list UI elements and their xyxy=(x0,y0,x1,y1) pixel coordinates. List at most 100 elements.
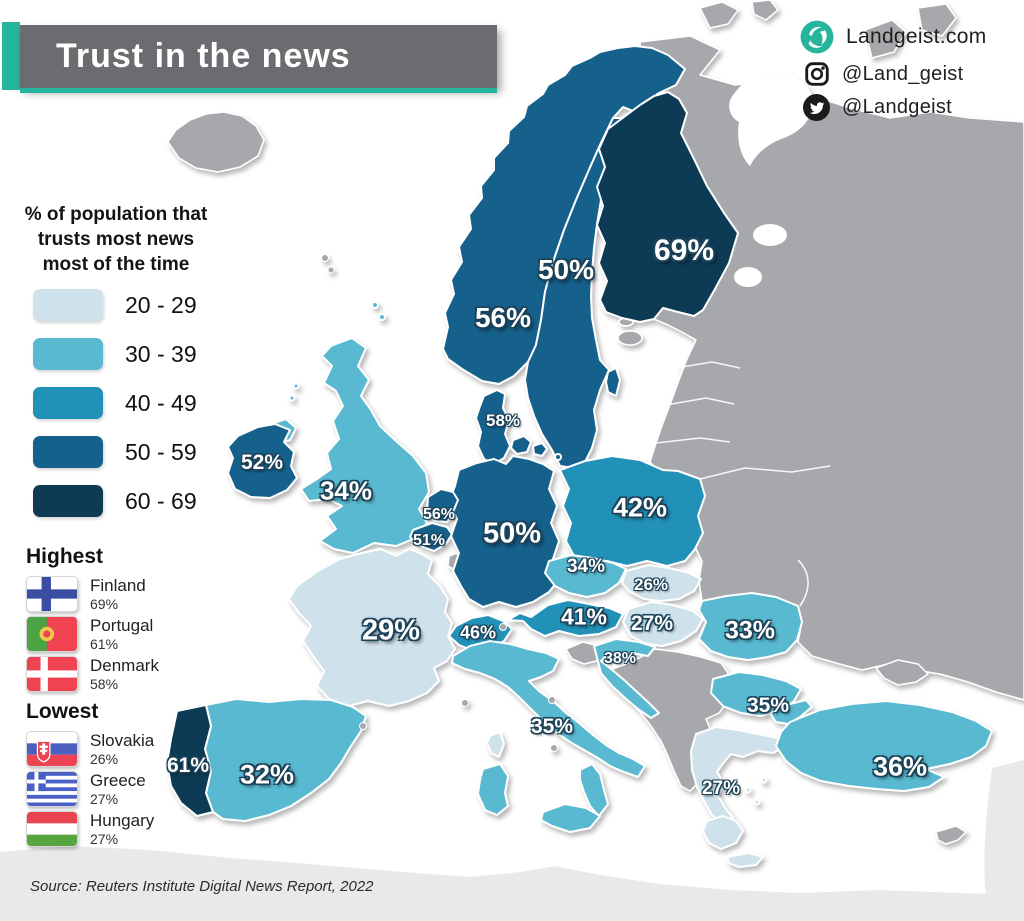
region-levant xyxy=(984,760,1024,900)
rank-country: Denmark xyxy=(90,655,159,675)
lake-ladoga xyxy=(734,267,762,287)
rank-info: Denmark 58% xyxy=(90,655,159,692)
country-hungary xyxy=(622,601,704,647)
region-novaya-zemlya-2 xyxy=(917,3,957,37)
country-netherlands xyxy=(426,488,459,523)
region-saaremaa xyxy=(617,330,643,346)
rank-info: Hungary 27% xyxy=(90,810,155,847)
country-poland xyxy=(559,455,706,567)
country-united-kingdom xyxy=(300,337,430,554)
legend-title-line-3: most of the time xyxy=(42,254,190,276)
border-moldova xyxy=(797,559,809,607)
highest-block: Highest Finland 69% Portugal 61% Denmark… xyxy=(26,545,226,696)
border-baltics-3 xyxy=(655,437,731,444)
region-crimea xyxy=(875,659,929,686)
country-finland xyxy=(596,91,739,323)
source-note: Source: Reuters Institute Digital News R… xyxy=(30,878,374,895)
title-underline xyxy=(20,88,497,93)
legend-swatch-40-49 xyxy=(33,387,103,419)
country-denmark-funen xyxy=(532,442,548,457)
legend-label: 30 - 39 xyxy=(125,340,197,367)
country-uk-hebrides-2 xyxy=(288,394,296,402)
highest-row-denmark: Denmark 58% xyxy=(26,656,226,692)
microstate-vatican xyxy=(550,744,558,752)
legend-row-60-69: 60 - 69 xyxy=(33,485,197,517)
title-accent-bar xyxy=(2,22,20,90)
legend-swatch-50-59 xyxy=(33,436,103,468)
country-portugal xyxy=(166,704,214,817)
rank-value: 27% xyxy=(90,790,119,807)
country-uk-hebrides-1 xyxy=(292,382,300,390)
country-italy xyxy=(451,640,646,778)
country-italy-sardinia xyxy=(477,763,509,816)
country-czechia xyxy=(544,554,627,598)
border-baltics-1 xyxy=(675,361,741,369)
country-slovakia xyxy=(621,564,702,602)
country-greece-isle-1 xyxy=(744,786,752,794)
country-denmark xyxy=(475,389,511,465)
legend-label: 60 - 69 xyxy=(125,487,197,514)
region-svalbard-2 xyxy=(751,0,779,21)
flag-denmark-icon xyxy=(26,656,78,692)
highest-heading: Highest xyxy=(26,545,104,568)
country-ireland xyxy=(227,423,298,499)
country-france xyxy=(288,548,456,707)
brand-twitter-row: @Landgeist xyxy=(800,94,986,121)
country-corsica xyxy=(486,731,505,758)
country-denmark-zealand xyxy=(510,435,532,455)
country-romania xyxy=(698,592,803,661)
highest-row-finland: Finland 69% xyxy=(26,576,226,612)
flag-slovakia-icon xyxy=(26,731,78,767)
country-turkey xyxy=(775,700,993,792)
brand-site-label: Landgeist.com xyxy=(846,25,987,48)
rank-info: Greece 27% xyxy=(90,771,146,807)
title-banner: Trust in the news xyxy=(20,25,497,93)
microstate-san-marino xyxy=(548,696,556,704)
country-uk-shetland-1 xyxy=(371,301,379,309)
country-belgium xyxy=(409,522,453,552)
rank-country: Portugal xyxy=(90,615,154,635)
highest-row-portugal: Portugal 61% xyxy=(26,616,226,652)
page-title: Trust in the news xyxy=(56,37,351,75)
country-greece-peloponnese xyxy=(702,815,744,850)
region-faroe-2 xyxy=(327,266,335,274)
lowest-row-hungary: Hungary 27% xyxy=(26,811,226,847)
country-greece-crete xyxy=(726,852,764,868)
branding-block: Landgeist.com @Land_geist @Landgeist xyxy=(800,20,986,128)
lowest-row-slovakia: Slovakia 26% xyxy=(26,731,226,767)
country-sweden-gotland xyxy=(605,367,621,397)
lowest-rows: Slovakia 26% Greece 27% Hungary 27% xyxy=(26,731,226,847)
country-italy-sicily xyxy=(540,803,601,833)
rank-value: 69% xyxy=(90,595,119,612)
landgeist-logo-icon xyxy=(800,20,834,54)
rank-value: 61% xyxy=(90,635,119,652)
rank-info: Portugal 61% xyxy=(90,615,154,652)
border-belarus-ukraine xyxy=(699,465,831,480)
rank-value: 27% xyxy=(90,830,119,847)
instagram-icon xyxy=(805,62,829,86)
microstate-andorra xyxy=(359,722,367,730)
legend-label: 50 - 59 xyxy=(125,438,197,465)
region-north-africa xyxy=(0,846,1024,921)
legend-label: 40 - 49 xyxy=(125,389,197,416)
white-sea xyxy=(729,73,813,166)
country-greece-isle-3 xyxy=(760,776,768,784)
brand-twitter-label: @Landgeist xyxy=(842,96,953,118)
country-denmark-bornholm xyxy=(554,453,562,461)
flag-finland-icon xyxy=(26,576,78,612)
brand-instagram-row: @Land_geist xyxy=(800,61,986,87)
flag-hungary-icon xyxy=(26,811,78,847)
lowest-heading: Lowest xyxy=(26,700,99,723)
legend-row-20-29: 20 - 29 xyxy=(33,289,197,321)
region-iceland xyxy=(167,111,265,173)
country-greece xyxy=(690,726,787,826)
rank-info: Finland 69% xyxy=(90,576,146,612)
microstate-monaco xyxy=(461,699,469,707)
country-greece-isle-2 xyxy=(753,798,761,806)
country-austria xyxy=(507,599,624,637)
brand-instagram-label: @Land_geist xyxy=(842,62,964,85)
region-cyprus xyxy=(935,825,967,845)
rank-country: Hungary xyxy=(90,810,155,830)
country-uk-shetland-2 xyxy=(378,313,386,321)
rank-value: 58% xyxy=(90,675,119,692)
